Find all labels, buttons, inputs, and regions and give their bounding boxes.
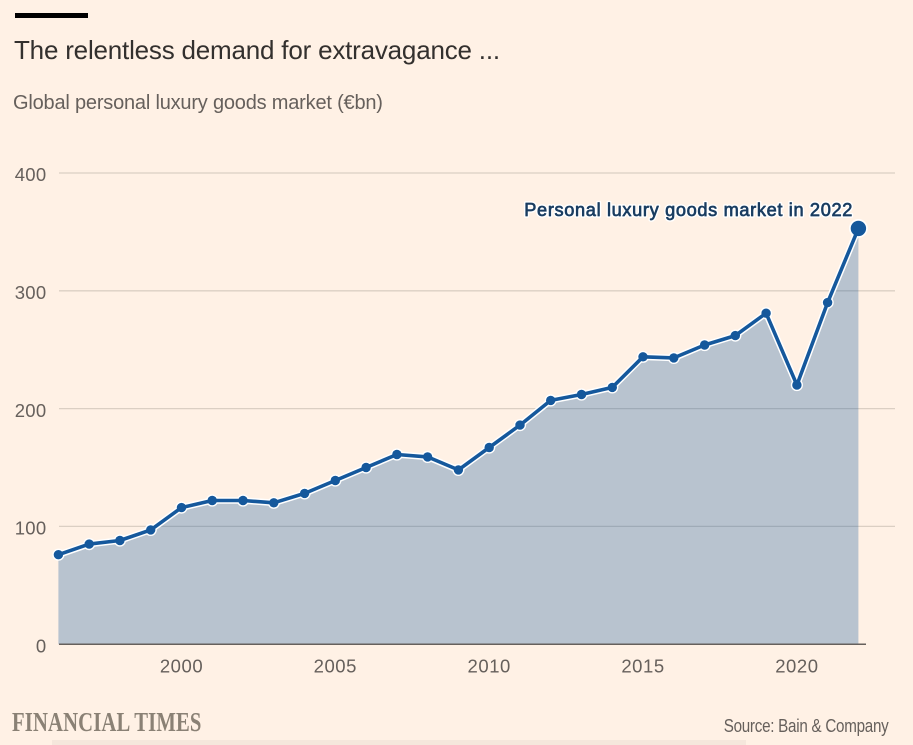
svg-text:2010: 2010	[468, 656, 511, 677]
svg-text:2015: 2015	[621, 656, 664, 677]
svg-text:2020: 2020	[775, 656, 818, 677]
svg-text:100: 100	[15, 518, 47, 539]
svg-text:300: 300	[15, 282, 47, 303]
svg-text:0: 0	[36, 635, 47, 656]
svg-text:2000: 2000	[160, 656, 203, 677]
svg-text:200: 200	[15, 400, 47, 421]
svg-text:400: 400	[15, 164, 47, 185]
svg-text:Personal luxury goods market i: Personal luxury goods market in 2022	[524, 200, 853, 220]
svg-text:Personal luxury goods market i: Personal luxury goods market in 2022	[524, 200, 853, 220]
svg-text:2005: 2005	[314, 656, 357, 677]
